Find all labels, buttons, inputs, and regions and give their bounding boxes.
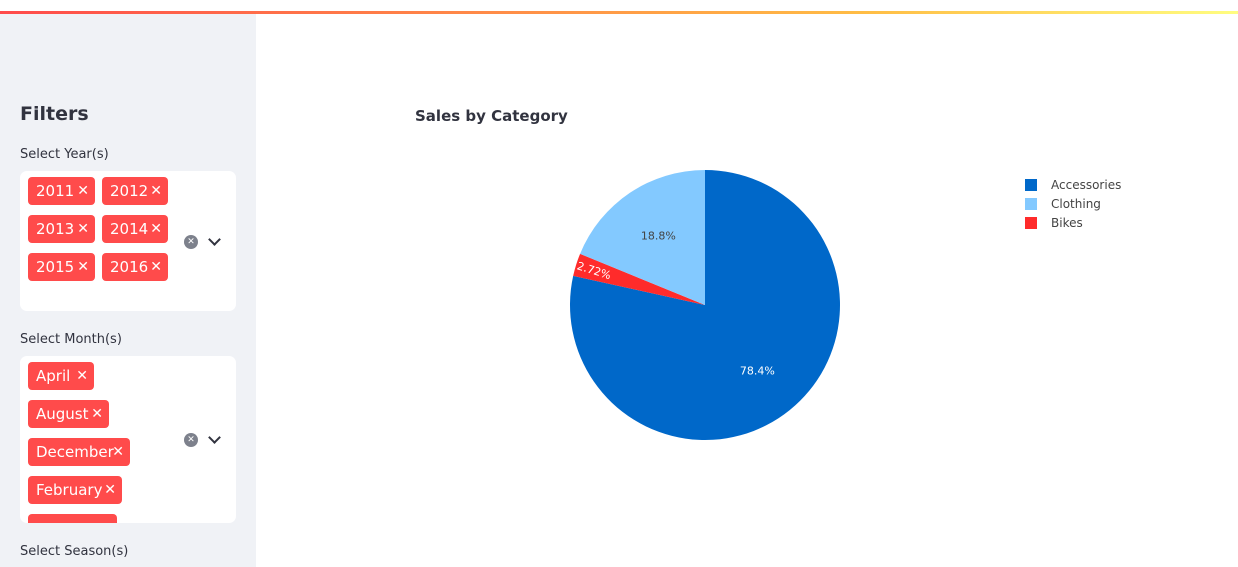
remove-tag-icon[interactable]: ✕ xyxy=(104,482,116,498)
season-select-label: Select Season(s) xyxy=(20,544,129,559)
legend-item-bikes[interactable]: Bikes xyxy=(1025,216,1121,235)
year-tag[interactable]: 2014 ✕ xyxy=(102,215,168,243)
month-tag[interactable]: December ✕ xyxy=(28,438,130,466)
chevron-down-icon[interactable] xyxy=(208,233,221,246)
header-decoration xyxy=(0,11,1238,14)
year-tag[interactable]: 2016 ✕ xyxy=(102,253,168,281)
remove-tag-icon[interactable]: ✕ xyxy=(150,183,162,199)
legend-swatch xyxy=(1025,217,1037,229)
year-tag[interactable]: 2012 ✕ xyxy=(102,177,168,205)
sidebar: Filters Select Year(s) 2011 ✕ 2012 ✕ 2013 ✕… xyxy=(0,14,256,567)
year-tag[interactable]: 2013 ✕ xyxy=(28,215,95,243)
month-tag[interactable]: April ✕ xyxy=(28,362,94,390)
month-tag[interactable] xyxy=(28,514,117,523)
remove-tag-icon[interactable]: ✕ xyxy=(150,259,162,275)
year-multiselect[interactable]: 2011 ✕ 2012 ✕ 2013 ✕ 2014 ✕ 2015 ✕ 2016 ✕ ✕ xyxy=(20,171,236,311)
month-select-label: Select Month(s) xyxy=(20,332,122,347)
pie-chart: 78.4%2.72%18.8% xyxy=(570,170,840,440)
sidebar-title: Filters xyxy=(20,103,89,125)
clear-all-icon[interactable]: ✕ xyxy=(184,433,198,447)
pie-slice-clothing[interactable] xyxy=(580,170,705,305)
month-multiselect[interactable]: April ✕ August ✕ December ✕ February ✕ ✕ xyxy=(20,356,236,523)
pie-label-accessories: 78.4% xyxy=(740,364,775,377)
remove-tag-icon[interactable]: ✕ xyxy=(150,221,162,237)
pie-label-clothing: 18.8% xyxy=(641,230,676,243)
pie-slice-bikes[interactable] xyxy=(573,253,705,305)
remove-tag-icon[interactable]: ✕ xyxy=(77,221,89,237)
month-tag[interactable]: August ✕ xyxy=(28,400,109,428)
remove-tag-icon[interactable]: ✕ xyxy=(112,444,124,460)
chart-legend: Accessories Clothing Bikes xyxy=(1025,178,1121,235)
remove-tag-icon[interactable]: ✕ xyxy=(77,183,89,199)
app-header xyxy=(0,0,1238,14)
remove-tag-icon[interactable]: ✕ xyxy=(91,406,103,422)
legend-item-accessories[interactable]: Accessories xyxy=(1025,178,1121,197)
remove-tag-icon[interactable]: ✕ xyxy=(77,259,89,275)
remove-tag-icon[interactable]: ✕ xyxy=(76,368,88,384)
legend-swatch xyxy=(1025,179,1037,191)
chevron-down-icon[interactable] xyxy=(208,431,221,444)
year-tag[interactable]: 2015 ✕ xyxy=(28,253,95,281)
chart-title: Sales by Category xyxy=(415,107,568,125)
clear-all-icon[interactable]: ✕ xyxy=(184,235,198,249)
legend-swatch xyxy=(1025,198,1037,210)
year-select-label: Select Year(s) xyxy=(20,147,109,162)
legend-item-clothing[interactable]: Clothing xyxy=(1025,197,1121,216)
year-tag[interactable]: 2011 ✕ xyxy=(28,177,95,205)
month-tag[interactable]: February ✕ xyxy=(28,476,122,504)
